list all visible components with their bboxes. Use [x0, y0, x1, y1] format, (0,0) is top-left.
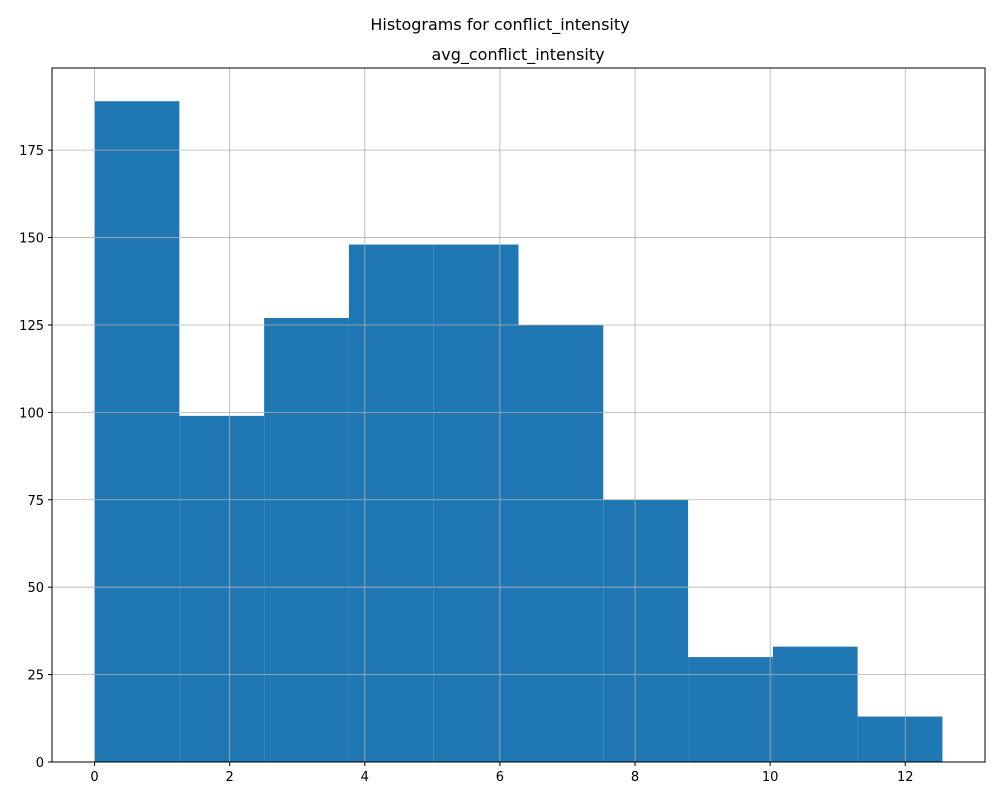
x-tick-label: 12 — [897, 770, 914, 785]
histogram-bar — [433, 244, 519, 762]
y-tick-label: 75 — [27, 494, 44, 509]
histogram-bar — [264, 317, 349, 762]
ticks-layer: 0 2 4 6 8 10 12 0 25 50 75 100 125 150 175 — [19, 144, 913, 785]
grid-layer — [52, 68, 985, 763]
histogram-bar — [772, 646, 858, 762]
x-tick-label: 8 — [631, 770, 639, 785]
x-tick-label: 6 — [496, 770, 504, 785]
axes-frame — [51, 67, 986, 763]
x-tick-label: 10 — [762, 770, 779, 785]
x-tick-label: 2 — [226, 770, 234, 785]
histogram-bar — [179, 415, 265, 762]
histogram-bar — [603, 499, 689, 762]
axes-title: avg_conflict_intensity — [431, 45, 604, 65]
x-tick-label: 0 — [90, 770, 98, 785]
histogram-bar — [857, 716, 943, 762]
histogram-bar — [94, 101, 180, 762]
bars-layer — [94, 101, 943, 762]
figure-suptitle: Histograms for conflict_intensity — [370, 15, 629, 35]
y-tick-label: 100 — [19, 406, 44, 421]
y-tick-label: 0 — [36, 756, 44, 771]
histogram-bar — [688, 657, 773, 762]
histogram-bar — [518, 324, 604, 762]
y-tick-label: 150 — [19, 232, 44, 247]
y-tick-label: 125 — [19, 319, 44, 334]
y-tick-label: 25 — [27, 669, 44, 684]
y-tick-label: 175 — [19, 144, 44, 159]
x-tick-label: 4 — [361, 770, 369, 785]
y-tick-label: 50 — [27, 581, 44, 596]
histogram-bar — [348, 244, 434, 762]
